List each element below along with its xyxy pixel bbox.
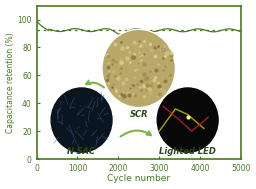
Y-axis label: Capacitance retention (%): Capacitance retention (%) (6, 32, 15, 133)
Text: SCR: SCR (129, 110, 148, 119)
Text: N-SAC: N-SAC (67, 147, 96, 156)
FancyArrowPatch shape (121, 131, 151, 137)
Ellipse shape (102, 29, 175, 108)
Text: Lighted LED: Lighted LED (159, 147, 216, 156)
Ellipse shape (50, 87, 113, 154)
X-axis label: Cycle number: Cycle number (107, 174, 170, 184)
FancyArrowPatch shape (86, 81, 104, 88)
Ellipse shape (156, 87, 219, 154)
